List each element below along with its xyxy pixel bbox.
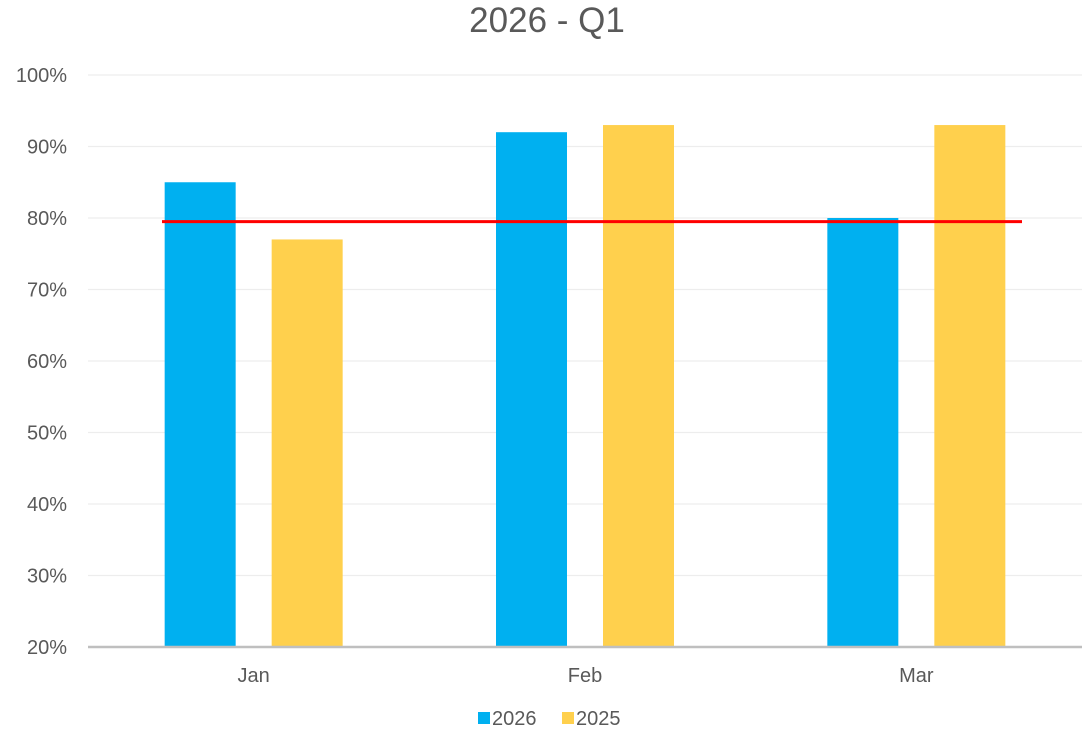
chart-title: 2026 - Q1 [469,1,625,40]
y-tick-label: 40% [27,494,67,516]
y-axis-labels: 20% 30% 40% 50% 60% 70% 80% 90% 100% [16,65,67,659]
x-tick-label: Feb [568,665,602,687]
x-tick-label: Mar [899,665,934,687]
bar-2025-mar [934,125,1006,648]
y-tick-label: 80% [27,208,67,230]
y-tick-label: 30% [27,566,67,588]
y-tick-label: 70% [27,280,67,302]
y-tick-label: 100% [16,65,67,87]
legend: 2026 2025 [478,708,621,730]
legend-swatch-2025 [562,712,574,724]
x-axis-labels: Jan Feb Mar [238,665,934,687]
bar-2026-jan [164,182,236,647]
y-tick-label: 60% [27,351,67,373]
bar-2025-jan [271,239,343,647]
legend-label-2025: 2025 [576,708,621,730]
bar-2026-mar [827,218,899,647]
y-tick-label: 20% [27,637,67,659]
legend-label-2026: 2026 [492,708,537,730]
bar-2025-feb [603,125,674,648]
gridlines [88,74,1082,577]
bar-2026-feb [496,132,567,647]
y-tick-label: 90% [27,137,67,159]
legend-swatch-2026 [478,712,490,724]
x-tick-label: Jan [238,665,270,687]
y-tick-label: 50% [27,423,67,445]
bars [164,125,1006,648]
